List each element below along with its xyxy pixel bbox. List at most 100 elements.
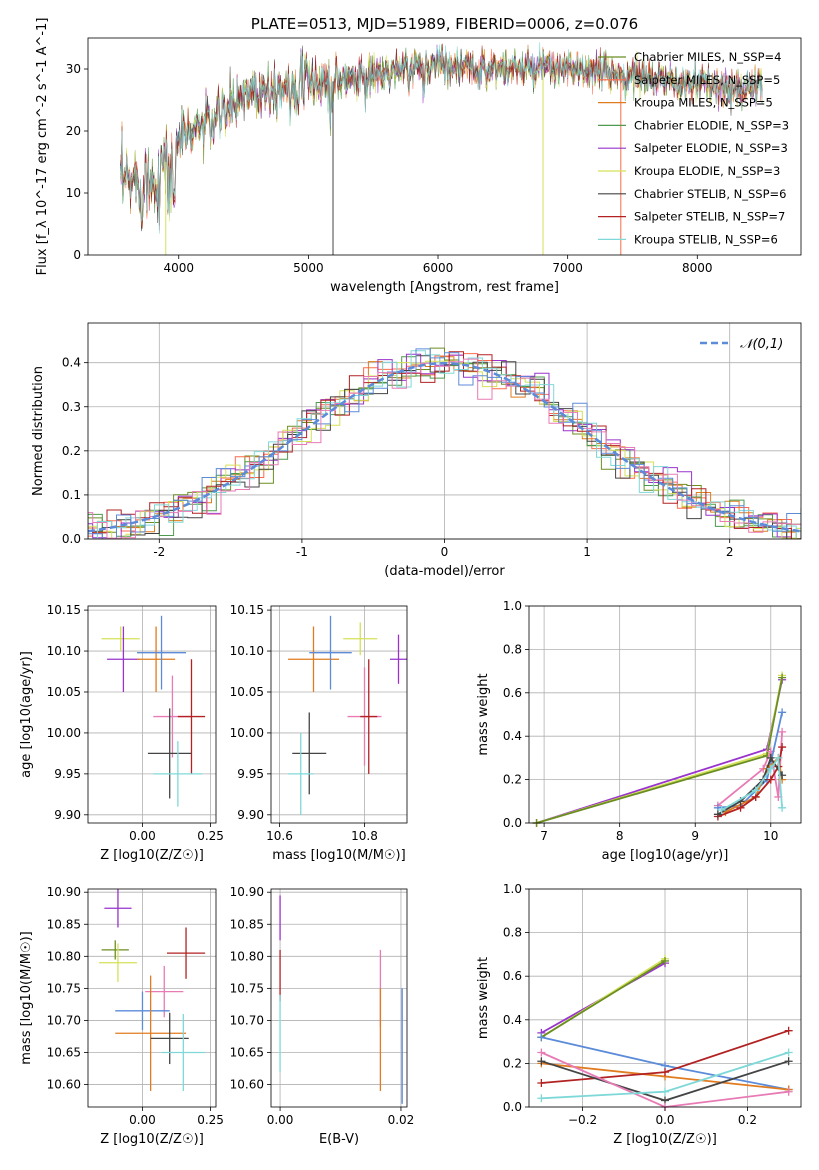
x-tick-label: 0.25: [197, 1113, 224, 1127]
x-tick-label: 0.00: [129, 1113, 156, 1127]
y-axis-label: Flux [f_λ 10^-17 erg cm^-2 s^-1 A^-1]: [35, 18, 50, 276]
y-tick-label: 10.60: [47, 1078, 81, 1092]
x-axis-label: (data-model)/error: [384, 564, 505, 579]
axes-frame: [87, 322, 802, 540]
weight-series-2: [532, 673, 787, 827]
y-tick-label: 10.80: [47, 949, 81, 963]
x-axis-label: wavelength [Angstrom, rest frame]: [330, 280, 559, 295]
x-tick-label: -1: [296, 545, 308, 559]
y-tick-label: 30: [66, 62, 81, 76]
y-tick-label: 9.90: [54, 808, 81, 822]
axes-frame: [528, 888, 802, 1108]
legend-label-6: Chabrier STELIB, N_SSP=6: [634, 187, 786, 201]
y-tick-label: 0.4: [503, 729, 522, 743]
point-6: [292, 712, 327, 795]
axes-frame: [528, 605, 802, 824]
weight-marker: [537, 1048, 546, 1057]
y-tick-label: 20: [66, 124, 81, 138]
y-tick-label: 1.0: [503, 882, 522, 896]
y-tick-label: 0.8: [503, 926, 522, 940]
weight-marker: [537, 1033, 546, 1042]
point-5: [360, 659, 378, 774]
point-3: [137, 615, 187, 690]
weight-marker: [784, 1087, 793, 1096]
weight-marker: [766, 764, 775, 773]
y-tick-label: 10.10: [47, 644, 81, 658]
axes-frame: [270, 605, 408, 824]
y-tick-label: 10.15: [230, 603, 264, 617]
ticks: 4000 5000 6000 7000 8000 0 10 20 30: [66, 62, 713, 275]
weight-marker: [661, 956, 669, 965]
ticks: 0.00 0.25 10.60 10.65 10.70 10.75 10.80 10.85 10…: [47, 885, 224, 1127]
y-tick-label: 10.75: [47, 981, 81, 995]
y-axis-label: mass [log10(M/M☉)]: [19, 931, 34, 1064]
legend-label-3: Chabrier ELODIE, N_SSP=3: [634, 118, 789, 132]
plot-area: [532, 671, 787, 827]
weight-marker: [751, 786, 760, 795]
point-6: [115, 975, 187, 1091]
axes-age_vs_Z: 0.00 0.25 9.90 9.95 10.00 10.05 10.10 10.15 Z [l…: [19, 603, 224, 863]
y-tick-label: 0.2: [503, 1056, 522, 1070]
point-7: [288, 732, 314, 815]
x-tick-label: 8000: [682, 261, 713, 275]
weight-marker: [713, 810, 722, 819]
y-tick-label: 10.85: [47, 917, 81, 931]
plot-area: [279, 895, 403, 1104]
y-tick-label: 10: [66, 186, 81, 200]
x-tick-label: 9: [691, 829, 699, 843]
y-tick-label: 10.90: [230, 885, 264, 899]
x-tick-label: 5000: [293, 261, 324, 275]
axes-frame: [87, 37, 802, 256]
y-tick-label: 10.00: [47, 726, 81, 740]
x-tick-label: 0.00: [267, 1113, 294, 1127]
y-tick-label: 0.3: [62, 400, 81, 414]
point-4: [145, 965, 184, 1018]
y-tick-label: 10.90: [47, 885, 81, 899]
y-axis-label: mass weight: [476, 673, 491, 755]
y-tick-label: 9.95: [237, 767, 264, 781]
x-tick-label: 0: [441, 545, 449, 559]
legend-label-1: Salpeter MILES, N_SSP=5: [634, 73, 780, 87]
y-tick-label: 0.6: [503, 686, 522, 700]
x-axis-label: Z [log10(Z/Z☉)]: [613, 1132, 717, 1147]
axes-spectrum: 4000 5000 6000 7000 8000 0 10 20 30 wavelength [A…: [35, 18, 802, 295]
x-tick-label: 0.00: [129, 829, 156, 843]
y-tick-label: 0.0: [503, 816, 522, 830]
point-5: [115, 991, 170, 1031]
y-tick-label: 0.2: [62, 444, 81, 458]
y-axis-label: Normed distribution: [31, 366, 46, 496]
ticks: 0.00 0.02 10.60 10.65 10.70 10.75 10.80 10.85 10…: [230, 885, 415, 1127]
x-tick-label: 7: [540, 829, 548, 843]
weight-marker: [784, 1026, 793, 1035]
axes-frame: [87, 888, 217, 1108]
x-axis-label: Z [log10(Z/Z☉)]: [100, 848, 204, 863]
axes-weight_vs_Z: −0.2 0.0 0.2 0.0 0.2 0.4 0.6 0.8 1.0 Z [log10(Z/Z…: [476, 882, 802, 1147]
x-tick-label: 10.6: [266, 829, 293, 843]
ticks: 0.00 0.25 9.90 9.95 10.00 10.05 10.10 10.15: [47, 603, 224, 843]
ticks: 10.6 10.8 9.90 9.95 10.00 10.05 10.10 10.15: [230, 603, 378, 843]
point-7: [150, 1012, 189, 1065]
x-axis-label: mass [log10(M/M☉)]: [272, 848, 405, 863]
legend-label-8: Kroupa STELIB, N_SSP=6: [634, 232, 778, 246]
x-axis-label: E(B-V): [319, 1132, 359, 1147]
y-tick-label: 10.85: [230, 917, 264, 931]
y-tick-label: 10.05: [230, 685, 264, 699]
y-tick-label: 10.65: [47, 1046, 81, 1060]
x-axis-label: Z [log10(Z/Z☉)]: [100, 1132, 204, 1147]
point-1: [390, 634, 407, 684]
axes-mass_vs_Z: 0.00 0.25 10.60 10.65 10.70 10.75 10.80 10.85 10…: [19, 885, 224, 1147]
normal-reference-curve: [88, 361, 801, 533]
x-tick-label: -2: [153, 545, 165, 559]
grid: [88, 606, 216, 823]
plot-area: [101, 615, 206, 807]
plot-area: [98, 889, 206, 1091]
legend-label-2: Kroupa MILES, N_SSP=5: [634, 96, 773, 110]
point-7: [153, 741, 203, 807]
weight-series-5: [537, 1026, 793, 1088]
chart-title: PLATE=0513, MJD=51989, FIBERID=0006, z=0…: [251, 15, 638, 33]
axes-mass_vs_ebv: 0.00 0.02 10.60 10.65 10.70 10.75 10.80 10.85 10…: [230, 885, 415, 1147]
y-tick-label: 0.4: [62, 356, 81, 370]
legend-label-0: Chabrier MILES, N_SSP=4: [634, 50, 781, 64]
axes-weight_vs_age: 7 8 9 10 0.0 0.2 0.4 0.6 0.8 1.0 age [log10(age/yr…: [476, 599, 802, 863]
legend-label-4: Salpeter ELODIE, N_SSP=3: [634, 141, 788, 155]
